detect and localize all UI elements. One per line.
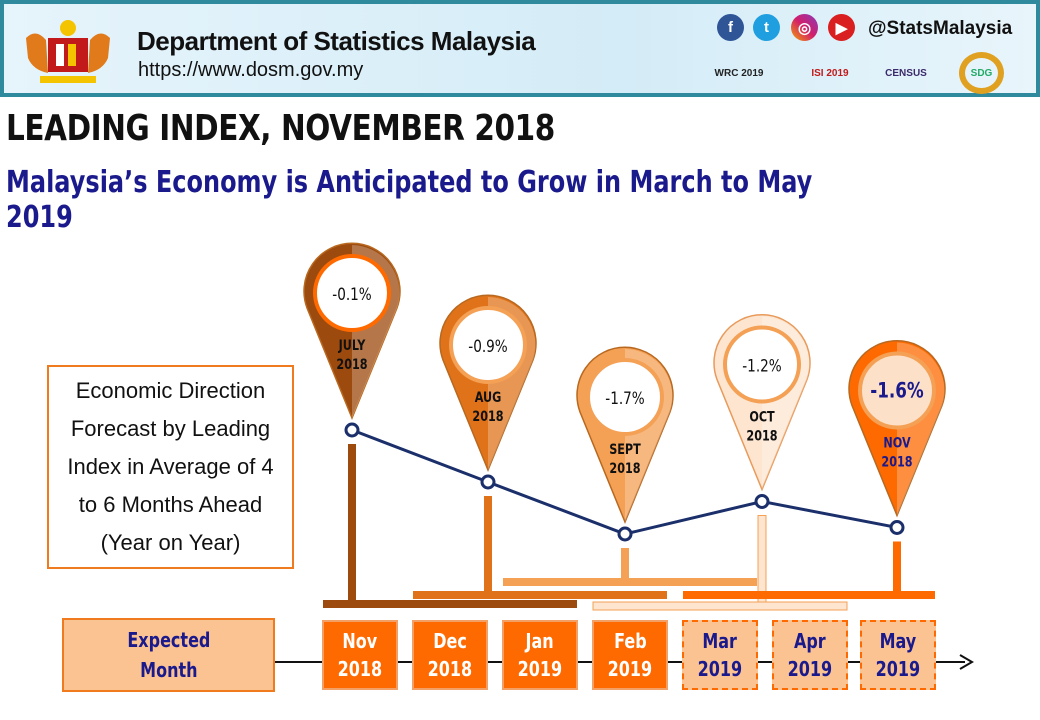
pin-value: -0.1% [332,285,371,305]
pin-month-label: OCT [749,408,775,425]
data-point[interactable] [889,520,905,535]
month-year: 2018 [427,657,473,681]
pin-month-label: SEPT [609,441,641,458]
pin-month-label: 2018 [746,427,777,444]
month-name: Jan [525,629,555,653]
census-logo: CENSUS [885,67,927,79]
connector-vertical [621,548,629,582]
page-title: LEADING INDEX, NOVEMBER 2018 [6,108,555,149]
pin-marker-aug: -0.9% AUG 2018 [439,294,537,472]
pin-month-label: NOV [883,434,910,451]
pin-value: -1.2% [742,356,781,376]
sdg-logo: SDG [959,52,1004,94]
expected-month-jan: Jan 2019 [502,620,578,690]
youtube-icon[interactable]: ▶ [828,14,855,41]
month-year: 2019 [787,657,833,681]
expected-month-dec: Dec 2018 [412,620,488,690]
data-point[interactable] [344,422,360,438]
expected-month-may: May 2019 [860,620,936,690]
month-name: May [879,629,917,653]
expected-month-nov: Nov 2018 [322,620,398,690]
pin-month-label: JULY [338,337,366,354]
pin-month-label: 2018 [336,356,367,373]
month-name: Apr [794,629,826,653]
pin-month-label: 2018 [609,460,640,477]
twitter-icon[interactable]: t [753,14,780,41]
header-banner: Department of Statistics Malaysia https:… [0,0,1040,97]
instagram-icon[interactable]: ◎ [791,14,818,41]
pin-marker-sept: -1.7% SEPT 2018 [576,346,674,524]
pin-marker-nov: -1.6% NOV 2018 [848,340,946,518]
pin-month-label: AUG [475,389,502,406]
expected-label-line2: Month [139,658,198,682]
pin-month-label: 2018 [472,408,503,425]
data-point[interactable] [480,474,496,490]
page-subtitle: Malaysia’s Economy is Anticipated to Gro… [6,165,813,235]
expected-month-mar: Mar 2019 [682,620,758,690]
connector-horizontal [683,591,935,599]
month-year: 2019 [875,657,921,681]
pin-month-label: 2018 [881,453,912,470]
connector-horizontal [503,578,757,586]
expected-month-label: Expected Month [62,618,275,692]
month-year: 2019 [697,657,743,681]
connector-horizontal [592,601,848,611]
pin-marker-oct: -1.2% OCT 2018 [713,314,811,492]
isi-logo: ISI 2019 [811,67,849,79]
org-name: Department of Statistics Malaysia [137,26,536,56]
pin-marker-july: -0.1% JULY 2018 [303,242,401,420]
month-year: 2019 [607,657,653,681]
connector-vertical [348,444,356,604]
month-year: 2019 [517,657,563,681]
connector-vertical [484,496,492,595]
facebook-icon[interactable]: f [717,14,744,41]
pin-value: -1.7% [605,389,644,409]
data-point[interactable] [617,526,633,542]
month-name: Nov [342,629,378,653]
description-box: Economic Direction Forecast by Leading I… [47,365,294,569]
connector-vertical [893,541,901,595]
social-handle: @StatsMalaysia [868,18,1013,39]
pin-value: -1.6% [870,379,924,403]
expected-month-feb: Feb 2019 [592,620,668,690]
connector-horizontal [413,591,667,599]
month-name: Mar [702,629,738,653]
pin-value: -0.9% [468,337,507,357]
data-point[interactable] [754,494,770,509]
expected-label-line1: Expected [127,628,210,652]
month-name: Feb [613,629,647,653]
connector-horizontal [323,600,577,608]
wrc-logo: WRC 2019 [714,67,764,79]
coat-of-arms-logo [26,20,110,83]
expected-month-apr: Apr 2019 [772,620,848,690]
month-year: 2018 [337,657,383,681]
org-url[interactable]: https://www.dosm.gov.my [138,59,364,81]
timeline-arrow-icon [959,654,974,670]
month-name: Dec [433,629,467,653]
